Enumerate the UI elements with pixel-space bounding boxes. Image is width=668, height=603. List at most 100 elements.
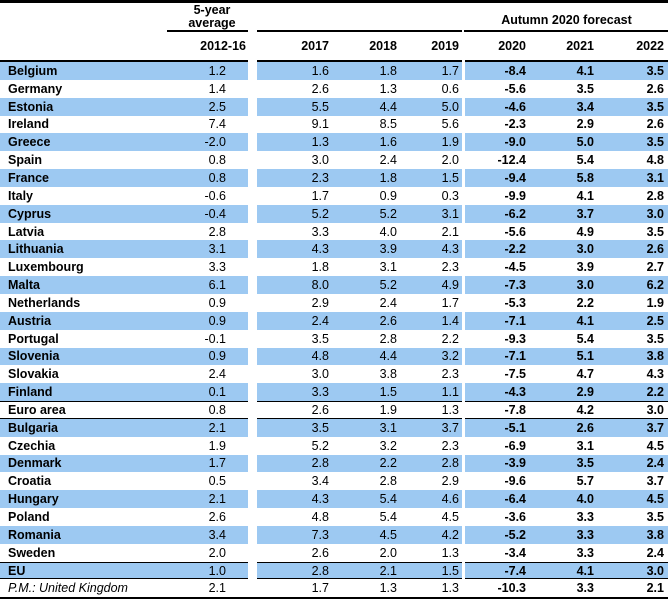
- value-2022: 2.6: [646, 117, 664, 132]
- value-2022: 1.9: [646, 295, 664, 310]
- row-segment-history: 2.3 1.8 1.5: [257, 169, 462, 187]
- value-2012-16: 1.9: [208, 438, 226, 453]
- value-2019: 3.2: [441, 349, 459, 364]
- value-2020: -5.1: [504, 420, 526, 435]
- value-2012-16: 0.9: [208, 349, 226, 364]
- row-segment-forecast: -10.3 3.3 2.1: [465, 579, 668, 597]
- value-2022: 3.7: [646, 474, 664, 489]
- country-label: Hungary: [8, 492, 59, 507]
- header-bottom-rule-b: [257, 60, 462, 62]
- country-label: Malta: [8, 278, 40, 293]
- value-2022: 4.8: [646, 153, 664, 168]
- row-segment-country: Lithuania 3.1: [0, 240, 248, 259]
- row-segment-forecast: -8.4 4.1 3.5: [465, 62, 668, 80]
- value-2021: 3.3: [576, 527, 594, 542]
- value-2020: -12.4: [497, 153, 527, 168]
- row-segment-forecast: -9.3 5.4 3.5: [465, 330, 668, 348]
- value-2020: -9.9: [504, 188, 526, 203]
- value-2022: 3.5: [646, 63, 664, 78]
- value-2021: 2.9: [576, 385, 594, 400]
- country-label: Estonia: [8, 99, 54, 114]
- year-header-segment-c: 2020 2021 2022: [465, 32, 668, 60]
- col-header-2020: 2020: [498, 39, 526, 53]
- value-2018: 2.2: [379, 456, 397, 471]
- row-segment-country: Ireland 7.4: [0, 116, 248, 134]
- value-2022: 3.5: [646, 135, 664, 150]
- row-segment-history: 5.2 3.2 2.3: [257, 437, 462, 455]
- row-segment-history: 1.7 1.3 1.3: [257, 579, 462, 597]
- value-2012-16: 2.8: [208, 224, 226, 239]
- value-2022: 6.2: [646, 278, 664, 293]
- value-2017: 5.5: [311, 99, 329, 114]
- row-segment-country: Greece -2.0: [0, 133, 248, 152]
- value-2020: -9.6: [504, 474, 526, 489]
- value-2021: 3.5: [576, 456, 594, 471]
- table-body: Belgium 1.2 1.6 1.8 1.7 -8.4 4.1 3.5 Germany 1.4 2…: [0, 62, 668, 598]
- value-2022: 3.0: [646, 206, 664, 221]
- row-segment-country: Belgium 1.2: [0, 62, 248, 80]
- value-2019: 4.9: [441, 278, 459, 293]
- value-2019: 2.1: [441, 224, 459, 239]
- table-bottom-rule: [0, 597, 668, 599]
- col-header-2021: 2021: [566, 39, 594, 53]
- value-2018: 4.0: [379, 224, 397, 239]
- country-label: P.M.: United Kingdom: [8, 581, 128, 596]
- value-2018: 5.4: [379, 510, 397, 525]
- value-2018: 1.3: [379, 81, 397, 96]
- value-2012-16: 0.8: [208, 402, 226, 417]
- row-segment-country: Slovakia 2.4: [0, 365, 248, 383]
- row-segment-forecast: -5.1 2.6 3.7: [465, 418, 668, 437]
- header-bottom-rule-c: [465, 60, 668, 62]
- table-row: France 0.8 2.3 1.8 1.5 -9.4 5.8 3.1: [0, 169, 668, 187]
- row-segment-country: Romania 3.4: [0, 525, 248, 544]
- row-segment-forecast: -3.9 3.5 2.4: [465, 454, 668, 473]
- value-2018: 3.2: [379, 438, 397, 453]
- row-segment-country: Germany 1.4: [0, 80, 248, 98]
- row-segment-history: 4.3 5.4 4.6: [257, 490, 462, 509]
- value-2017: 1.7: [311, 188, 329, 203]
- value-2017: 9.1: [311, 117, 329, 132]
- value-2017: 3.3: [311, 224, 329, 239]
- value-2019: 2.2: [441, 331, 459, 346]
- row-segment-history: 1.3 1.6 1.9: [257, 133, 462, 152]
- row-segment-forecast: -4.5 3.9 2.7: [465, 258, 668, 276]
- value-2020: -7.4: [504, 563, 526, 578]
- value-2021: 5.4: [576, 153, 594, 168]
- value-2012-16: 2.5: [208, 99, 226, 114]
- table-row: Romania 3.4 7.3 4.5 4.2 -5.2 3.3 3.8: [0, 525, 668, 544]
- value-2018: 3.1: [379, 260, 397, 275]
- col-header-2019: 2019: [431, 39, 459, 53]
- value-2022: 4.5: [646, 438, 664, 453]
- col-header-2012-16: 2012-16: [200, 39, 246, 53]
- value-2012-16: 3.1: [208, 242, 226, 257]
- value-2012-16: 2.6: [208, 510, 226, 525]
- country-label: Czechia: [8, 438, 56, 453]
- value-2019: 4.5: [441, 510, 459, 525]
- value-2020: -4.3: [504, 385, 526, 400]
- value-2021: 4.0: [576, 492, 594, 507]
- value-2019: 2.3: [441, 367, 459, 382]
- value-2020: -3.6: [504, 510, 526, 525]
- table-row: Slovakia 2.4 3.0 3.8 2.3 -7.5 4.7 4.3: [0, 365, 668, 384]
- row-segment-country: Portugal -0.1: [0, 330, 248, 348]
- value-2022: 3.0: [646, 563, 664, 578]
- value-2019: 2.8: [441, 456, 459, 471]
- row-segment-forecast: -2.3 2.9 2.6: [465, 116, 668, 134]
- country-label: Poland: [8, 510, 50, 525]
- table-row: Poland 2.6 4.8 5.4 4.5 -3.6 3.3 3.5: [0, 508, 668, 526]
- row-segment-history: 2.8 2.1 1.5: [257, 561, 462, 580]
- table-row: Portugal -0.1 3.5 2.8 2.2 -9.3 5.4 3.5: [0, 329, 668, 348]
- year-header-segment-a: 2012-16: [0, 32, 248, 60]
- value-2022: 2.2: [646, 385, 664, 400]
- country-label: Cyprus: [8, 206, 52, 221]
- country-label: Greece: [8, 135, 51, 150]
- value-2017: 5.2: [311, 206, 329, 221]
- value-2017: 2.4: [311, 313, 329, 328]
- row-segment-history: 1.8 3.1 2.3: [257, 258, 462, 276]
- row-segment-country: Latvia 2.8: [0, 223, 248, 241]
- value-2019: 0.3: [441, 188, 459, 203]
- value-2020: -7.1: [504, 313, 526, 328]
- row-segment-forecast: -7.8 4.2 3.0: [465, 401, 668, 419]
- row-segment-history: 1.6 1.8 1.7: [257, 62, 462, 80]
- row-segment-country: Czechia 1.9: [0, 437, 248, 455]
